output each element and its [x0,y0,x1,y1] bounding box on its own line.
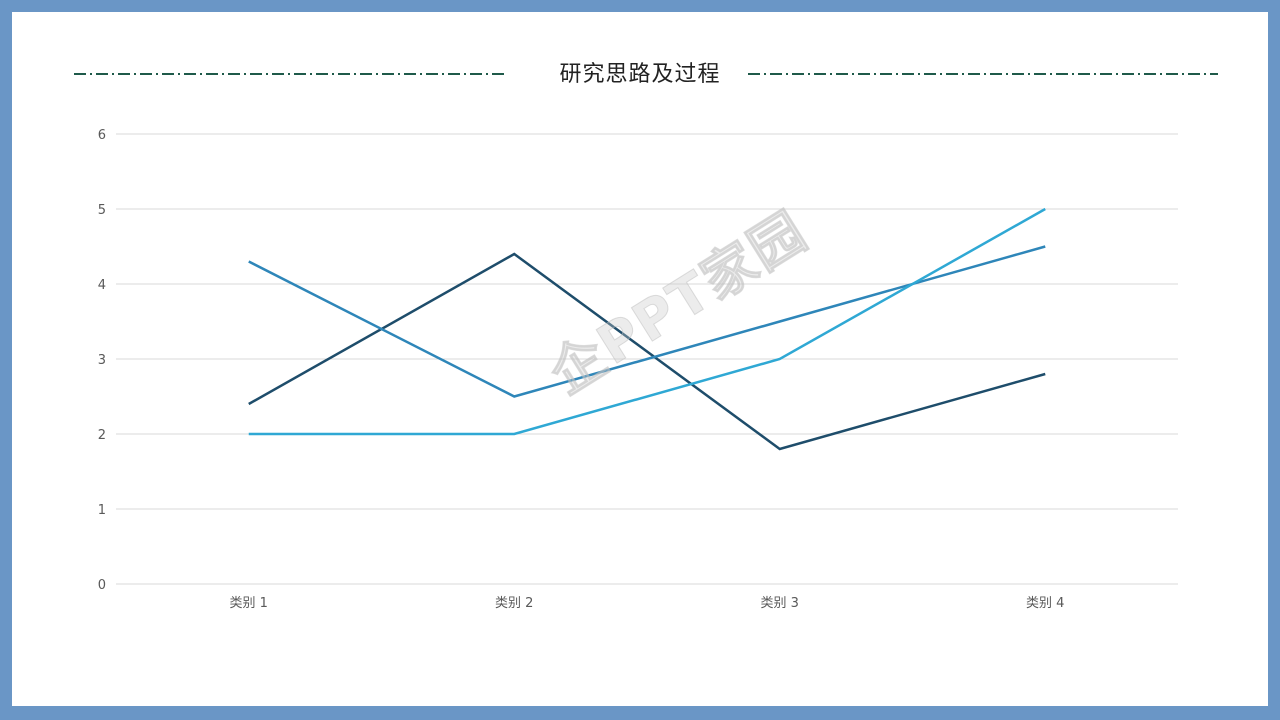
y-tick-label: 0 [98,578,106,593]
series-line-1 [248,252,1046,451]
slide: 研究思路及过程 0 1 2 3 4 5 6 类别 1 类别 2 类别 3 类别 4 企PPT家园 [12,12,1268,706]
y-tick-label: 3 [98,353,106,368]
y-tick-label: 5 [98,203,106,218]
y-tick-label: 2 [98,428,106,443]
x-tick-label: 类别 3 [761,596,799,611]
series-line-3 [248,207,1046,436]
x-tick-label: 类别 2 [495,596,533,611]
y-tick-label: 4 [98,278,106,293]
chart-svg: 0 1 2 3 4 5 6 类别 1 类别 2 类别 3 类别 4 [98,128,1178,611]
x-tick-label: 类别 4 [1026,596,1064,611]
y-tick-label: 6 [98,128,106,143]
line-chart: 0 1 2 3 4 5 6 类别 1 类别 2 类别 3 类别 4 [12,12,1268,706]
series-line-2 [248,245,1046,398]
title-row: 研究思路及过程 [12,12,1268,136]
page-title: 研究思路及过程 [559,62,721,87]
x-tick-label: 类别 1 [230,596,268,611]
y-tick-label: 1 [98,503,106,518]
